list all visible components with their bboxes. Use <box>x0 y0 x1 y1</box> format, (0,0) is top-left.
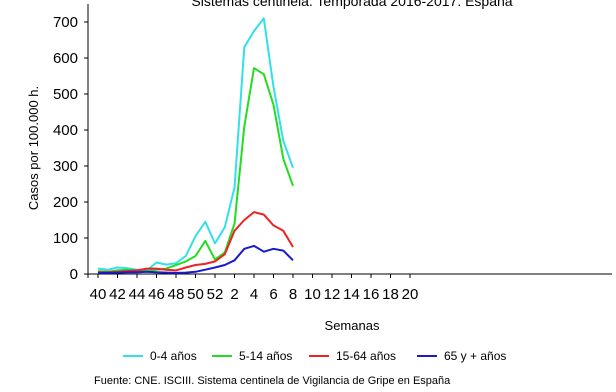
x-tick-label: 20 <box>402 286 419 303</box>
x-tick-label: 40 <box>90 286 107 303</box>
legend: 0-4 años 5-14 años 15-64 años 65 y + años <box>123 349 506 363</box>
x-tick-label: 10 <box>304 286 321 303</box>
y-tick-label: 0 <box>70 266 78 283</box>
x-tick-label: 14 <box>343 286 360 303</box>
x-tick-label: 46 <box>148 286 165 303</box>
x-tick-label: 8 <box>289 286 297 303</box>
source-note: Fuente: CNE. ISCIII. Sistema centinela d… <box>94 375 451 387</box>
x-tick-label: 52 <box>207 286 224 303</box>
series-line-3 <box>98 211 294 274</box>
x-tick-label: 6 <box>269 286 277 303</box>
x-tick-label: 4 <box>250 286 258 303</box>
legend-label-1: 0-4 años <box>150 349 197 363</box>
legend-label-4: 65 y + años <box>444 349 506 363</box>
x-tick-label: 44 <box>129 286 146 303</box>
x-axis-title: Semanas <box>325 318 380 333</box>
series-line-2 <box>97 67 294 273</box>
series-line-1 <box>97 17 294 272</box>
y-tick-label: 200 <box>53 194 78 211</box>
y-tick-label: 600 <box>53 50 78 67</box>
legend-label-2: 5-14 años <box>239 349 292 363</box>
y-axis-title: Casos por 100.000 h. <box>26 86 41 210</box>
y-tick-label: 300 <box>53 158 78 175</box>
x-tick-label: 42 <box>109 286 126 303</box>
series-lines <box>97 17 294 274</box>
chart-title: Sistemas centinela. Temporada 2016-2017.… <box>191 0 512 9</box>
x-tick-label: 48 <box>168 286 185 303</box>
y-tick-label: 500 <box>53 86 78 103</box>
x-tick-label: 12 <box>324 286 341 303</box>
series-line-4 <box>98 244 294 274</box>
legend-label-3: 15-64 años <box>336 349 396 363</box>
y-tick-label: 100 <box>53 230 78 247</box>
x-tick-label: 2 <box>230 286 238 303</box>
x-tick-label: 16 <box>363 286 380 303</box>
y-tick-label: 700 <box>53 14 78 31</box>
x-tick-label: 18 <box>382 286 399 303</box>
y-tick-label: 400 <box>53 122 78 139</box>
x-tick-label: 50 <box>187 286 204 303</box>
